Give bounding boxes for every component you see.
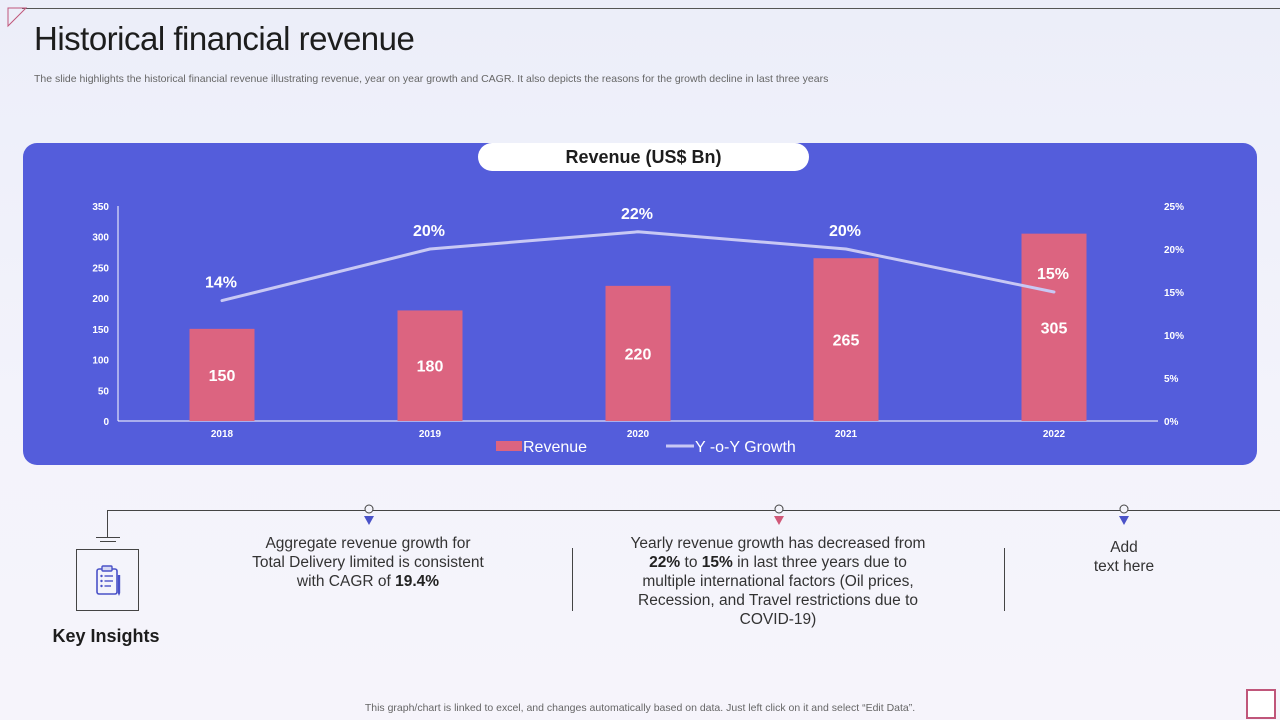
- timeline-line: [107, 510, 1280, 511]
- growth-point-label: 14%: [205, 275, 237, 292]
- timeline-marker-2: [774, 504, 784, 525]
- corner-box: [1246, 689, 1276, 719]
- page-subtitle: The slide highlights the historical fina…: [34, 73, 829, 85]
- revenue-bar: [605, 285, 671, 421]
- insight-2-from: 22%: [649, 554, 681, 571]
- revenue-bar: [397, 310, 463, 421]
- revenue-bar: [1021, 233, 1087, 421]
- timeline-stem: [107, 510, 108, 538]
- insight-2-pre: Yearly revenue growth has decreased from: [630, 535, 926, 552]
- growth-point-label: 22%: [621, 206, 653, 223]
- y-left-tick-label: 150: [92, 325, 109, 336]
- legend-revenue-label: Revenue: [523, 439, 587, 456]
- insight-2-mid: to: [680, 554, 702, 571]
- bar-value-label: 220: [625, 346, 652, 363]
- insight-3-line2: text here: [1093, 558, 1155, 575]
- page-title: Historical financial revenue: [34, 20, 415, 57]
- insight-1-text: Aggregate revenue growth for Total Deliv…: [252, 535, 484, 590]
- revenue-bar: [813, 258, 879, 421]
- y-left-tick-label: 50: [98, 386, 110, 397]
- bar-value-label: 150: [209, 368, 236, 385]
- bar-value-label: 180: [417, 359, 444, 376]
- top-border-line: [22, 8, 1280, 9]
- x-tick-label: 2020: [627, 429, 650, 440]
- y-left-tick-label: 100: [92, 356, 109, 367]
- insight-2: Yearly revenue growth has decreased from…: [627, 534, 929, 629]
- insight-divider: [572, 548, 573, 611]
- x-tick-label: 2018: [211, 429, 234, 440]
- insight-1-cagr: 19.4%: [395, 573, 440, 590]
- y-left-tick-label: 350: [92, 202, 109, 213]
- insight-1: Aggregate revenue growth for Total Deliv…: [250, 534, 486, 591]
- bar-value-label: 305: [1041, 320, 1068, 337]
- timeline-ground-line: [96, 537, 120, 538]
- y-right-tick-label: 5%: [1164, 374, 1179, 385]
- y-right-tick-label: 15%: [1164, 288, 1184, 299]
- corner-triangle-icon: [7, 7, 28, 28]
- y-left-tick-label: 300: [92, 233, 109, 244]
- growth-line: [220, 230, 1056, 303]
- insight-3-line1: Add: [1110, 539, 1138, 556]
- chart-title: Revenue (US$ Bn): [478, 143, 809, 171]
- timeline-marker-1: [364, 504, 374, 525]
- clipboard-icon: [95, 565, 120, 596]
- y-left-tick-label: 200: [92, 294, 109, 305]
- y-left-tick-label: 0: [103, 417, 109, 428]
- insight-2-post: in last three years due to multiple inte…: [638, 554, 918, 628]
- bar-value-label: 265: [833, 333, 860, 350]
- y-right-tick-label: 25%: [1164, 202, 1184, 213]
- footer-note: This graph/chart is linked to excel, and…: [364, 702, 916, 714]
- x-tick-label: 2021: [835, 429, 858, 440]
- legend-revenue-swatch: [496, 441, 522, 451]
- clipboard-icon-box: [76, 549, 139, 611]
- key-insights-label: Key Insights: [52, 626, 160, 646]
- legend-growth-label: Y -o-Y Growth: [695, 439, 796, 456]
- growth-point-label: 20%: [413, 223, 445, 240]
- x-tick-label: 2019: [419, 429, 442, 440]
- growth-point-label: 20%: [829, 223, 861, 240]
- y-right-tick-label: 10%: [1164, 331, 1184, 342]
- growth-point-label: 15%: [1037, 266, 1069, 283]
- y-right-tick-label: 0%: [1164, 417, 1179, 428]
- y-right-tick-label: 20%: [1164, 245, 1184, 256]
- insight-2-to: 15%: [701, 554, 733, 571]
- timeline-ground-line: [100, 541, 116, 542]
- y-left-tick-label: 250: [92, 263, 109, 274]
- x-tick-label: 2022: [1043, 429, 1066, 440]
- insight-3[interactable]: Add text here: [1068, 538, 1180, 576]
- timeline-marker-3: [1119, 504, 1129, 525]
- insight-divider: [1004, 548, 1005, 611]
- revenue-bar: [189, 328, 255, 421]
